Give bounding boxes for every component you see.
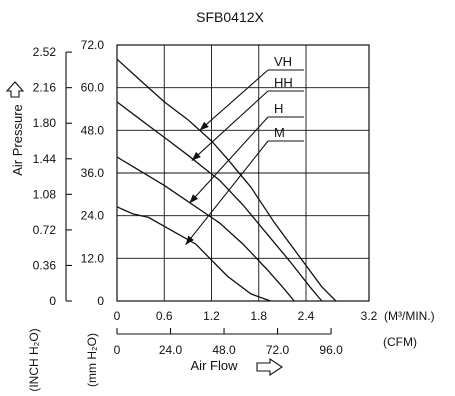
y-tick-label: 72.0	[81, 38, 105, 52]
curve-label-h: H	[274, 101, 283, 116]
cfm-tick-label: 96.0	[319, 343, 343, 357]
curve-h	[116, 156, 295, 302]
curve-hh	[116, 101, 323, 302]
curve-label-m: M	[274, 125, 285, 140]
y-axis-label: Air Pressure	[10, 104, 25, 176]
inch-axis: 0 0.36 0.72 1.08 1.44 1.80 2.16 2.52	[33, 45, 72, 308]
chart-title: SFB0412X	[196, 9, 264, 25]
y-tick-label: 48.0	[81, 123, 105, 137]
plot-frame	[116, 44, 370, 302]
cfm-unit-label: (CFM)	[383, 335, 417, 349]
y-tick-labels: 0 12.0 24.0 36.0 48.0 60.0 72.0	[81, 38, 105, 308]
leader-line	[199, 69, 269, 131]
x-tick-label: 0	[114, 309, 121, 323]
x-axis-label: Air Flow	[191, 358, 239, 373]
leader-arrowhead	[199, 121, 209, 131]
inch-tick-label: 0.36	[33, 258, 57, 272]
inch-unit-label: (INCH H₂O)	[27, 328, 41, 391]
grid-lines	[117, 45, 369, 301]
y-tick-label: 24.0	[81, 209, 105, 223]
leader-arrowhead	[191, 151, 201, 161]
y-tick-label: 36.0	[81, 166, 105, 180]
y-tick-label: 60.0	[81, 81, 105, 95]
x-tick-label: 0.6	[156, 309, 173, 323]
curve-m	[116, 206, 271, 302]
mm-unit-label: (mm H₂O)	[85, 333, 99, 387]
x-tick-label: 2.4	[298, 309, 315, 323]
leader-line	[191, 90, 269, 161]
inch-tick-label: 2.52	[33, 45, 57, 59]
inch-tick-label: 1.44	[33, 152, 57, 166]
x-tick-label: 1.2	[203, 309, 220, 323]
x-tick-label: 1.8	[250, 309, 267, 323]
inch-tick-label: 0.72	[33, 223, 57, 237]
y-tick-label: 12.0	[81, 251, 105, 265]
leader-arrowhead	[185, 235, 194, 245]
curve-vh	[116, 58, 337, 302]
cfm-tick-label: 24.0	[159, 343, 183, 357]
leader-arrowhead	[189, 194, 199, 204]
x-unit-label: (M³/MIN.)	[384, 309, 435, 323]
y-arrow-icon	[5, 81, 25, 98]
inch-tick-label: 2.16	[33, 81, 57, 95]
cfm-tick-label: 48.0	[212, 343, 236, 357]
performance-curves	[116, 58, 337, 302]
leader-line	[185, 140, 269, 246]
cfm-tick-label: 72.0	[266, 343, 290, 357]
y-tick-label: 0	[97, 294, 104, 308]
cfm-axis: 0 24.0 48.0 72.0 96.0	[114, 328, 343, 357]
inch-tick-label: 0	[49, 294, 56, 308]
inch-tick-label: 1.08	[33, 187, 57, 201]
curve-label-vh: VH	[274, 54, 292, 69]
leader-line	[189, 116, 269, 204]
cfm-tick-label: 0	[114, 343, 121, 357]
inch-tick-label: 1.80	[33, 116, 57, 130]
x-tick-label: 3.2	[361, 309, 378, 323]
x-tick-labels: 0 0.6 1.2 1.8 2.4 3.2	[114, 309, 378, 323]
x-arrow-icon	[256, 357, 283, 377]
curve-label-hh: HH	[274, 75, 293, 90]
